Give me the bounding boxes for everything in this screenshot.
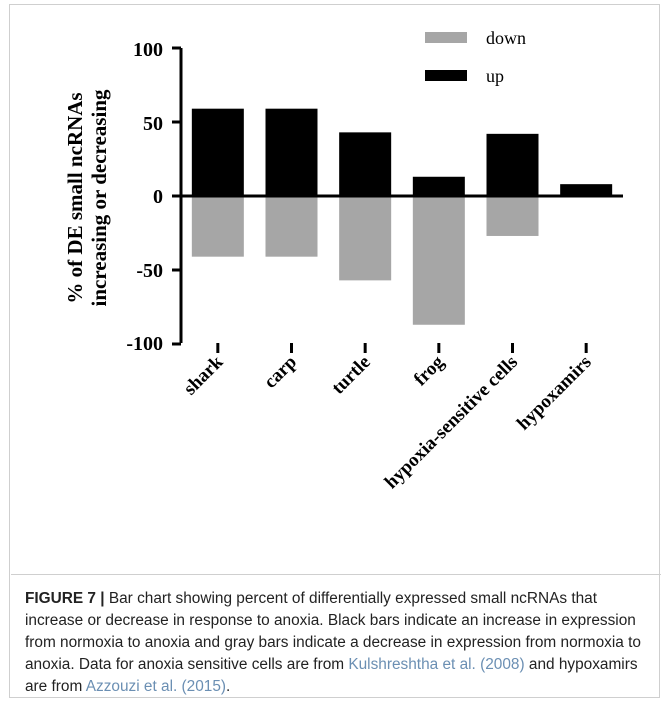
caption-text-1: Bar chart showing percent of differentia… (25, 590, 641, 673)
y-tick-label-0: 0 (153, 186, 163, 208)
bar-down-0 (191, 196, 244, 257)
y-tick-label-minus50: -50 (136, 260, 163, 282)
legend-label-down: down (486, 28, 526, 48)
bar-up-4 (486, 133, 539, 196)
y-axis-label-line1: % of DE small ncRNAs (63, 92, 87, 303)
x-tick-label-0: shark (180, 351, 228, 399)
bar-up-0 (191, 108, 244, 196)
bar-down-1 (265, 196, 318, 257)
figure-caption: FIGURE 7 | Bar chart showing percent of … (11, 574, 661, 698)
y-tick-label-minus100: -100 (126, 333, 163, 355)
y-tick-label-50: 50 (143, 113, 163, 135)
bars-group (191, 108, 613, 325)
x-tick-label-3: frog (410, 351, 449, 390)
caption-reference-link-2[interactable]: Azzouzi et al. (2015) (85, 678, 227, 695)
y-axis-label-line2: increasing or decreasing (87, 89, 111, 306)
bar-up-2 (339, 132, 392, 196)
x-tick-label-4: hypoxia-sensitive cells (381, 352, 522, 493)
x-tick-label-2: turtle (328, 352, 375, 399)
legend-swatch-down (425, 32, 467, 43)
figure-frame (9, 4, 660, 698)
bar-down-3 (412, 196, 465, 325)
x-tick-label-1: carp (260, 352, 301, 393)
legend-label-up: up (486, 66, 504, 86)
figure-label: FIGURE 7 | (25, 590, 105, 607)
caption-divider (11, 574, 661, 575)
legend-swatch-up (425, 70, 467, 81)
caption-text-2: and hypoxamirs are from (25, 656, 638, 695)
caption-text-3: . (226, 678, 231, 695)
bar-up-5 (560, 184, 613, 196)
x-tick-label-5: hypoxamirs (513, 352, 596, 435)
bar-up-3 (412, 176, 465, 196)
bar-up-1 (265, 108, 318, 196)
bar-chart: % of DE small ncRNAs increasing or decre… (63, 28, 623, 493)
bar-down-4 (486, 196, 539, 236)
y-tick-label-100: 100 (133, 39, 163, 61)
x-ticks-group (216, 343, 588, 353)
bar-down-2 (339, 196, 392, 281)
caption-reference-link-1[interactable]: Kulshreshtha et al. (2008) (348, 656, 525, 673)
y-ticks-group (172, 46, 181, 346)
